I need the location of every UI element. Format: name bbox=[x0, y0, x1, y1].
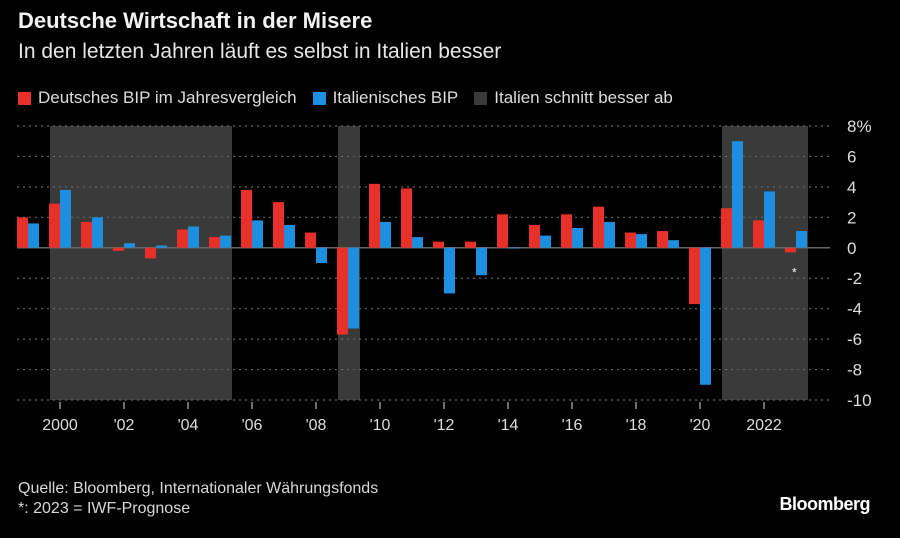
bar-germany bbox=[273, 202, 284, 248]
bar-italy bbox=[156, 245, 167, 248]
shaded-region bbox=[50, 126, 232, 400]
bar-italy bbox=[444, 247, 455, 294]
bar-italy bbox=[188, 226, 199, 248]
bar-germany bbox=[433, 241, 444, 248]
chart-subtitle: In den letzten Jahren läuft es selbst in… bbox=[18, 40, 502, 63]
y-tick-label: -2 bbox=[847, 269, 862, 288]
bar-italy bbox=[732, 141, 743, 248]
legend-swatch-gray bbox=[474, 91, 488, 105]
bar-italy bbox=[220, 235, 231, 248]
legend-item-shaded: Italien schnitt besser ab bbox=[474, 88, 673, 108]
bar-italy bbox=[604, 221, 615, 248]
chart-title: Deutsche Wirtschaft in der Misere bbox=[18, 8, 373, 33]
y-tick-label: 0 bbox=[847, 239, 856, 258]
bar-germany bbox=[465, 241, 476, 248]
bar-germany bbox=[625, 232, 636, 248]
legend-label: Deutsches BIP im Jahresvergleich bbox=[38, 88, 297, 107]
x-tick-label: '14 bbox=[498, 417, 519, 434]
bar-italy bbox=[348, 247, 359, 329]
legend-label: Italienisches BIP bbox=[332, 88, 459, 107]
x-tick-label: '16 bbox=[562, 417, 583, 434]
legend-swatch-red bbox=[18, 91, 31, 105]
bar-italy bbox=[476, 247, 487, 276]
bar-germany bbox=[721, 208, 732, 248]
bar-germany bbox=[113, 247, 124, 251]
bar-germany bbox=[17, 217, 28, 248]
legend-item-germany: Deutsches BIP im Jahresvergleich bbox=[18, 88, 297, 108]
y-tick-label: -10 bbox=[847, 391, 872, 410]
bloomberg-logo: Bloomberg bbox=[779, 494, 870, 514]
bar-italy bbox=[92, 217, 103, 248]
x-tick-label: 2022 bbox=[746, 417, 782, 434]
bar-germany bbox=[657, 231, 668, 248]
bar-italy bbox=[636, 234, 647, 248]
source-note: Quelle: Bloomberg, Internationaler Währu… bbox=[18, 480, 379, 497]
legend: Deutsches BIP im Jahresvergleich Italien… bbox=[18, 88, 673, 108]
x-tick-label: '12 bbox=[434, 417, 455, 434]
y-tick-label: 2 bbox=[847, 208, 856, 227]
x-tick-label: '18 bbox=[626, 417, 647, 434]
forecast-note: *: 2023 = IWF-Prognose bbox=[18, 500, 191, 517]
bar-italy bbox=[764, 191, 775, 248]
y-tick-label: -6 bbox=[847, 330, 862, 349]
bar-germany bbox=[81, 221, 92, 248]
annotation-asterisk: * bbox=[792, 266, 797, 280]
bar-germany bbox=[785, 247, 796, 253]
bar-italy bbox=[540, 235, 551, 248]
bar-germany bbox=[49, 203, 60, 248]
bar-italy bbox=[412, 237, 423, 248]
bar-italy bbox=[284, 224, 295, 248]
bar-germany bbox=[305, 232, 316, 248]
bar-italy bbox=[124, 243, 135, 248]
x-tick-label: '02 bbox=[114, 417, 135, 434]
x-tick-label: '20 bbox=[690, 417, 711, 434]
bar-italy bbox=[572, 227, 583, 248]
y-tick-label: 4 bbox=[847, 178, 856, 197]
bar-italy bbox=[796, 231, 807, 248]
bar-germany bbox=[529, 224, 540, 248]
bar-germany bbox=[497, 214, 508, 248]
x-tick-label: '08 bbox=[306, 417, 327, 434]
legend-swatch-blue bbox=[312, 91, 326, 105]
bar-italy bbox=[380, 221, 391, 248]
legend-label: Italien schnitt besser ab bbox=[494, 88, 673, 107]
bar-germany bbox=[561, 214, 572, 248]
bar-germany bbox=[177, 229, 188, 248]
bar-germany bbox=[689, 247, 700, 305]
bar-italy bbox=[28, 223, 39, 248]
legend-item-italy: Italienisches BIP bbox=[312, 88, 459, 108]
y-tick-label: 8% bbox=[847, 117, 872, 136]
bar-germany bbox=[401, 188, 412, 248]
bar-italy bbox=[316, 247, 327, 263]
bar-italy bbox=[508, 247, 519, 249]
bar-italy bbox=[60, 189, 71, 248]
bar-italy bbox=[252, 220, 263, 248]
y-tick-label: -8 bbox=[847, 361, 862, 380]
y-tick-label: -4 bbox=[847, 300, 862, 319]
x-tick-label: '06 bbox=[242, 417, 263, 434]
bar-germany bbox=[337, 247, 348, 335]
x-tick-label: '10 bbox=[370, 417, 391, 434]
bar-italy bbox=[700, 247, 711, 385]
bar-germany bbox=[753, 220, 764, 248]
bar-italy bbox=[668, 240, 679, 248]
bar-germany bbox=[369, 183, 380, 248]
x-tick-label: '04 bbox=[178, 417, 199, 434]
x-tick-label: 2000 bbox=[42, 417, 78, 434]
bar-germany bbox=[145, 247, 156, 259]
y-tick-label: 6 bbox=[847, 147, 856, 166]
bar-germany bbox=[593, 206, 604, 248]
bar-germany bbox=[209, 237, 220, 248]
bar-germany bbox=[241, 189, 252, 248]
